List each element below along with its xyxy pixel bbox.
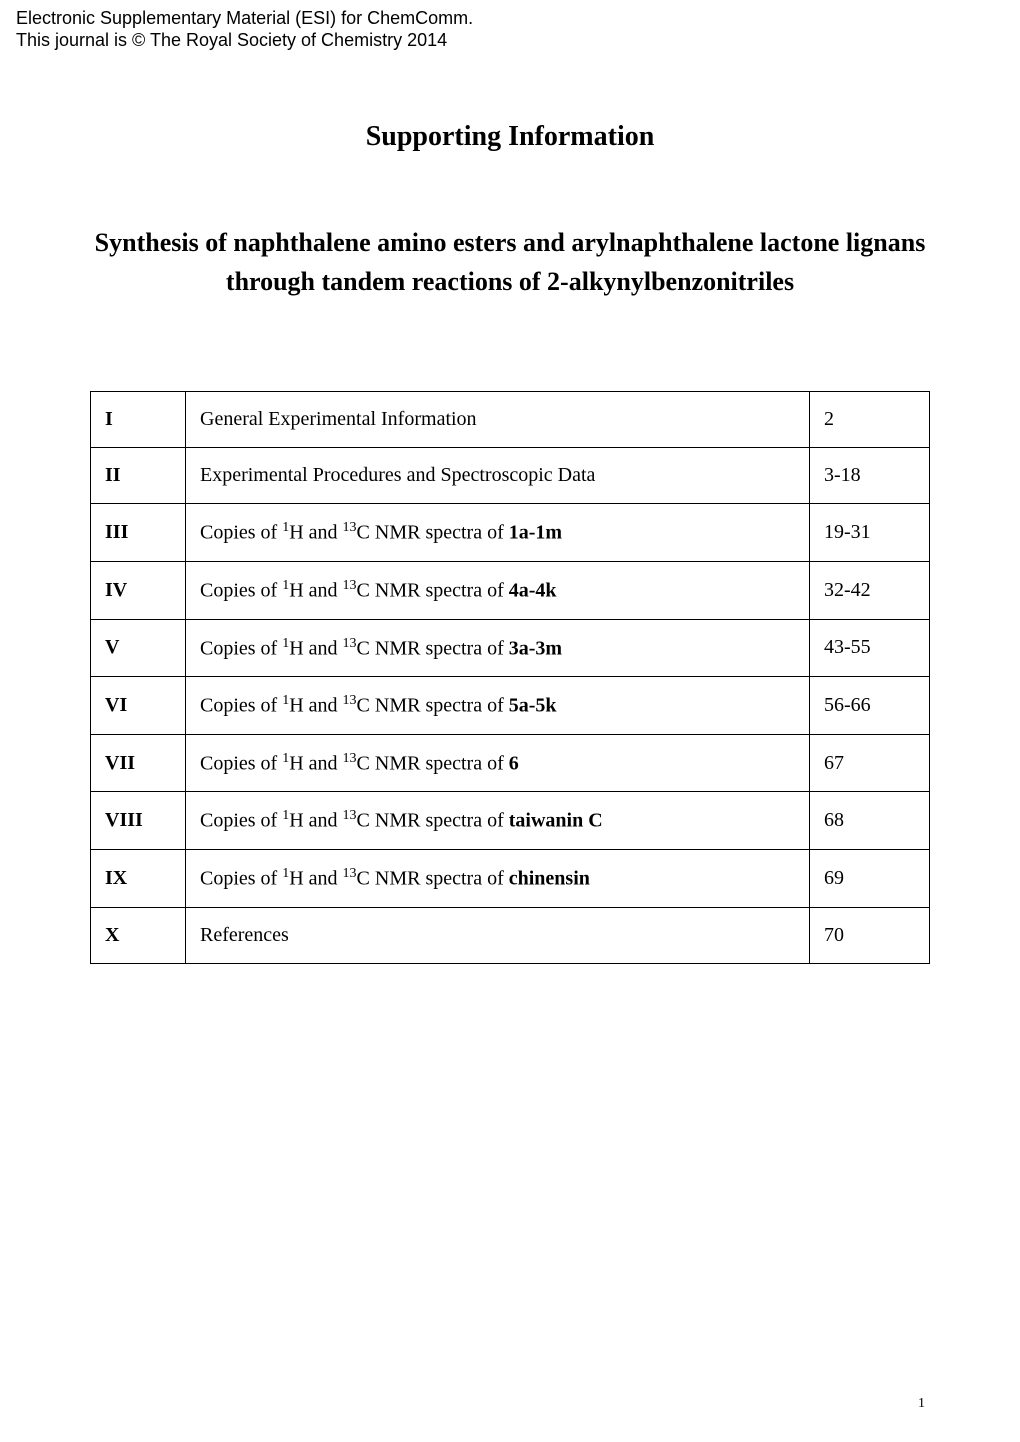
toc-page-range: 67 xyxy=(810,734,930,792)
page-number: 1 xyxy=(918,1396,925,1412)
compound-label: 1a-1m xyxy=(509,522,562,544)
toc-roman-numeral: II xyxy=(91,448,186,504)
toc-page-range: 68 xyxy=(810,792,930,850)
superscript: 1 xyxy=(282,866,289,881)
toc-roman-numeral: V xyxy=(91,619,186,677)
main-heading: Supporting Information xyxy=(90,121,930,153)
toc-roman-numeral: VI xyxy=(91,677,186,735)
superscript: 1 xyxy=(282,693,289,708)
superscript: 1 xyxy=(282,578,289,593)
toc-roman-numeral: X xyxy=(91,907,186,963)
superscript: 13 xyxy=(343,578,357,593)
table-row: VIIICopies of 1H and 13C NMR spectra of … xyxy=(91,792,930,850)
table-row: IVCopies of 1H and 13C NMR spectra of 4a… xyxy=(91,561,930,619)
compound-label: taiwanin C xyxy=(509,810,603,832)
table-of-contents: IGeneral Experimental Information2IIExpe… xyxy=(90,391,930,964)
toc-description: References xyxy=(186,907,810,963)
toc-description: Copies of 1H and 13C NMR spectra of 1a-1… xyxy=(186,504,810,562)
compound-label: 6 xyxy=(509,752,519,774)
toc-page-range: 43-55 xyxy=(810,619,930,677)
toc-roman-numeral: VII xyxy=(91,734,186,792)
compound-label: 3a-3m xyxy=(509,637,562,659)
esi-header: Electronic Supplementary Material (ESI) … xyxy=(0,0,1020,51)
table-row: VCopies of 1H and 13C NMR spectra of 3a-… xyxy=(91,619,930,677)
superscript: 1 xyxy=(282,808,289,823)
page-content: Supporting Information Synthesis of naph… xyxy=(0,121,1020,964)
toc-roman-numeral: IV xyxy=(91,561,186,619)
toc-body: IGeneral Experimental Information2IIExpe… xyxy=(91,392,930,964)
superscript: 1 xyxy=(282,751,289,766)
toc-description: Copies of 1H and 13C NMR spectra of 4a-4… xyxy=(186,561,810,619)
table-row: IGeneral Experimental Information2 xyxy=(91,392,930,448)
toc-page-range: 32-42 xyxy=(810,561,930,619)
toc-roman-numeral: IX xyxy=(91,850,186,908)
table-row: VICopies of 1H and 13C NMR spectra of 5a… xyxy=(91,677,930,735)
toc-roman-numeral: VIII xyxy=(91,792,186,850)
title-line2: through tandem reactions of 2-alkynylben… xyxy=(226,267,794,296)
toc-description: Copies of 1H and 13C NMR spectra of 6 xyxy=(186,734,810,792)
toc-description: Copies of 1H and 13C NMR spectra of chin… xyxy=(186,850,810,908)
toc-page-range: 69 xyxy=(810,850,930,908)
superscript: 13 xyxy=(343,636,357,651)
toc-roman-numeral: I xyxy=(91,392,186,448)
toc-description: Experimental Procedures and Spectroscopi… xyxy=(186,448,810,504)
toc-roman-numeral: III xyxy=(91,504,186,562)
toc-description: Copies of 1H and 13C NMR spectra of 3a-3… xyxy=(186,619,810,677)
superscript: 1 xyxy=(282,520,289,535)
compound-label: 4a-4k xyxy=(509,580,557,602)
toc-page-range: 19-31 xyxy=(810,504,930,562)
superscript: 13 xyxy=(343,693,357,708)
superscript: 13 xyxy=(343,520,357,535)
table-row: IIExperimental Procedures and Spectrosco… xyxy=(91,448,930,504)
superscript: 13 xyxy=(343,808,357,823)
document-title: Synthesis of naphthalene amino esters an… xyxy=(90,223,930,301)
superscript: 13 xyxy=(343,866,357,881)
title-line1: Synthesis of naphthalene amino esters an… xyxy=(95,228,926,257)
toc-description: Copies of 1H and 13C NMR spectra of 5a-5… xyxy=(186,677,810,735)
superscript: 13 xyxy=(343,751,357,766)
toc-page-range: 2 xyxy=(810,392,930,448)
table-row: XReferences70 xyxy=(91,907,930,963)
toc-page-range: 3-18 xyxy=(810,448,930,504)
esi-header-line2: This journal is © The Royal Society of C… xyxy=(16,30,1004,52)
toc-description: General Experimental Information xyxy=(186,392,810,448)
toc-page-range: 70 xyxy=(810,907,930,963)
esi-header-line1: Electronic Supplementary Material (ESI) … xyxy=(16,8,1004,30)
superscript: 1 xyxy=(282,636,289,651)
table-row: IIICopies of 1H and 13C NMR spectra of 1… xyxy=(91,504,930,562)
table-row: IXCopies of 1H and 13C NMR spectra of ch… xyxy=(91,850,930,908)
table-row: VIICopies of 1H and 13C NMR spectra of 6… xyxy=(91,734,930,792)
compound-label: 5a-5k xyxy=(509,695,557,717)
toc-description: Copies of 1H and 13C NMR spectra of taiw… xyxy=(186,792,810,850)
toc-page-range: 56-66 xyxy=(810,677,930,735)
compound-label: chinensin xyxy=(509,868,590,890)
